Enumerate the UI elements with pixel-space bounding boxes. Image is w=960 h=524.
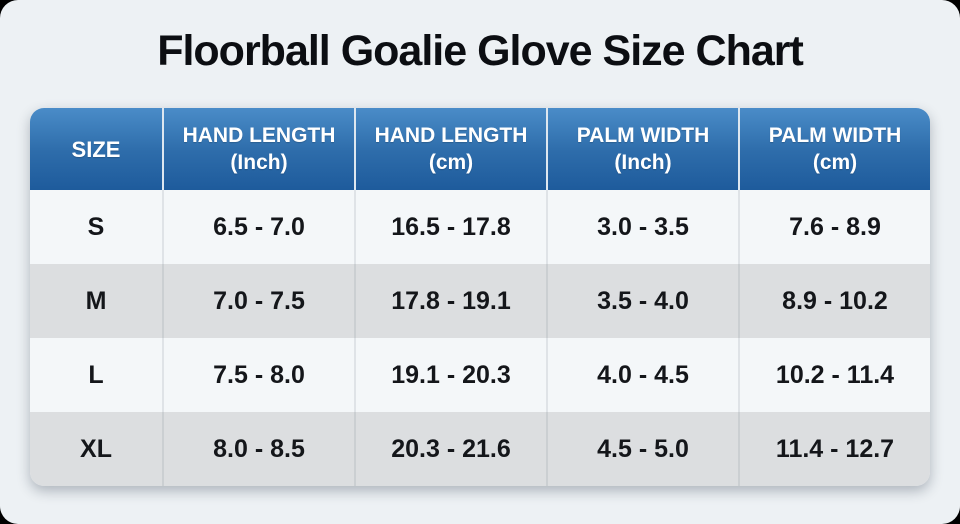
- cell-hand-length-inch: 8.0 - 8.5: [162, 412, 354, 486]
- cell-hand-length-cm: 17.8 - 19.1: [354, 264, 546, 338]
- cell-palm-width-inch: 4.5 - 5.0: [546, 412, 738, 486]
- cell-hand-length-inch: 7.5 - 8.0: [162, 338, 354, 412]
- table-row-size-xl: XL 8.0 - 8.5 20.3 - 21.6 4.5 - 5.0 11.4 …: [30, 412, 930, 486]
- cell-size: XL: [80, 434, 112, 463]
- column-header-label: HAND LENGTH: [374, 124, 528, 147]
- column-header-size: SIZE: [30, 108, 162, 190]
- column-header-label: SIZE: [71, 136, 121, 162]
- table-header-row: SIZE HAND LENGTH (Inch) HAND LENGTH (cm)…: [30, 108, 930, 190]
- cell-hand-length-inch: 7.0 - 7.5: [162, 264, 354, 338]
- cell-palm-width-inch: 4.0 - 4.5: [546, 338, 738, 412]
- column-header-palm-width-inch: PALM WIDTH (Inch): [546, 108, 738, 190]
- cell-hand-length-cm: 16.5 - 17.8: [354, 190, 546, 264]
- cell-palm-width-inch: 3.0 - 3.5: [546, 190, 738, 264]
- cell-hand-length-cm: 19.1 - 20.3: [354, 338, 546, 412]
- cell-size: S: [87, 212, 105, 241]
- cell-palm-width-cm: 8.9 - 10.2: [738, 264, 930, 338]
- table-row-size-m: M 7.0 - 7.5 17.8 - 19.1 3.5 - 4.0 8.9 - …: [30, 264, 930, 338]
- cell-hand-length-inch: 6.5 - 7.0: [162, 190, 354, 264]
- column-header-palm-width-cm: PALM WIDTH (cm): [738, 108, 930, 190]
- column-header-sublabel: (cm): [428, 151, 474, 174]
- cell-palm-width-cm: 7.6 - 8.9: [738, 190, 930, 264]
- column-header-hand-length-inch: HAND LENGTH (Inch): [162, 108, 354, 190]
- column-header-hand-length-cm: HAND LENGTH (cm): [354, 108, 546, 190]
- page-title: Floorball Goalie Glove Size Chart: [157, 27, 804, 75]
- column-header-sublabel: (Inch): [230, 151, 288, 174]
- cell-palm-width-cm: 11.4 - 12.7: [738, 412, 930, 486]
- cell-palm-width-inch: 3.5 - 4.0: [546, 264, 738, 338]
- column-header-label: HAND LENGTH: [182, 124, 336, 147]
- table-row-size-l: L 7.5 - 8.0 19.1 - 20.3 4.0 - 4.5 10.2 -…: [30, 338, 930, 412]
- cell-size: M: [85, 286, 107, 315]
- column-header-label: PALM WIDTH: [768, 124, 902, 147]
- cell-size: L: [88, 360, 104, 389]
- column-header-label: PALM WIDTH: [576, 124, 710, 147]
- cell-palm-width-cm: 10.2 - 11.4: [738, 338, 930, 412]
- table-row-size-s: S 6.5 - 7.0 16.5 - 17.8 3.0 - 3.5 7.6 - …: [30, 190, 930, 264]
- cell-hand-length-cm: 20.3 - 21.6: [354, 412, 546, 486]
- column-header-sublabel: (cm): [812, 151, 858, 174]
- size-chart-table: SIZE HAND LENGTH (Inch) HAND LENGTH (cm)…: [30, 108, 930, 486]
- table-body: S 6.5 - 7.0 16.5 - 17.8 3.0 - 3.5 7.6 - …: [30, 190, 930, 486]
- column-header-sublabel: (Inch): [614, 151, 672, 174]
